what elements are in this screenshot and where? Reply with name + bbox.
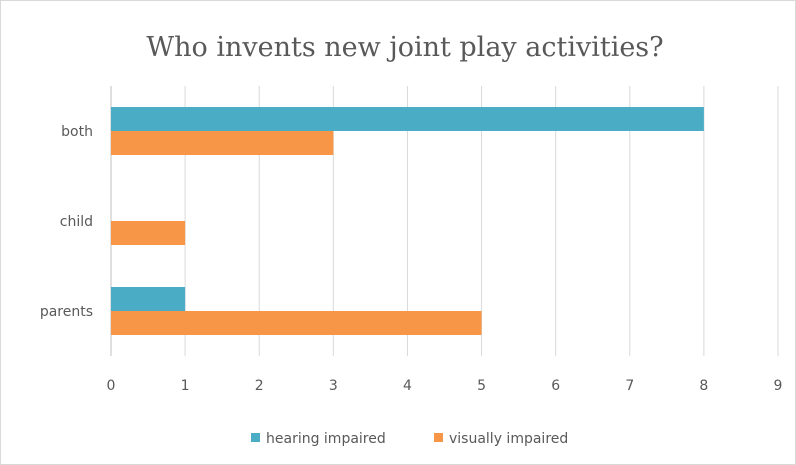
x-tick-label: 9	[774, 378, 783, 394]
bar	[111, 311, 482, 335]
legend-swatch	[251, 433, 260, 442]
x-tick-label: 1	[181, 378, 190, 394]
category-label: both	[61, 124, 93, 140]
category-label: child	[60, 214, 93, 230]
category-label: parents	[40, 304, 93, 320]
x-tick-label: 4	[403, 378, 412, 394]
bars	[111, 107, 704, 335]
x-tick-label: 8	[699, 378, 708, 394]
bar	[111, 287, 186, 311]
bar	[111, 107, 704, 131]
legend: hearing impaired visually impaired	[251, 431, 568, 447]
x-tick-label: 2	[255, 378, 264, 394]
x-tick-label: 3	[329, 378, 338, 394]
x-tick-label: 0	[107, 378, 116, 394]
x-axis-tick-labels: 0 1 2 3 4 5 6 7 8 9	[107, 378, 783, 394]
bar	[111, 131, 334, 155]
bar	[111, 221, 186, 245]
chart-title: Who invents new joint play activities?	[146, 32, 663, 63]
legend-label: hearing impaired	[266, 431, 386, 447]
legend-swatch	[434, 433, 443, 442]
x-tick-label: 6	[551, 378, 560, 394]
legend-label: visually impaired	[449, 431, 568, 447]
x-tick-label: 5	[477, 378, 486, 394]
x-tick-label: 7	[625, 378, 634, 394]
category-labels: both child parents	[40, 124, 93, 320]
